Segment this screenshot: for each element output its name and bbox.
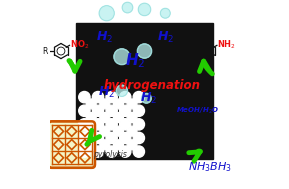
Circle shape	[160, 8, 170, 18]
Circle shape	[92, 105, 104, 116]
Circle shape	[127, 113, 137, 122]
Circle shape	[92, 119, 104, 130]
Text: R: R	[190, 46, 196, 56]
Text: #ee1111: #ee1111	[144, 81, 151, 82]
FancyBboxPatch shape	[49, 121, 95, 168]
Circle shape	[100, 99, 110, 109]
Circle shape	[79, 105, 90, 116]
Circle shape	[92, 91, 104, 103]
Circle shape	[113, 126, 123, 136]
Circle shape	[49, 122, 95, 167]
Circle shape	[79, 146, 90, 157]
Circle shape	[86, 126, 96, 136]
Circle shape	[86, 99, 96, 109]
Text: H$_2$: H$_2$	[96, 30, 113, 45]
Circle shape	[92, 146, 104, 157]
Text: $NH_3BH_3$: $NH_3BH_3$	[188, 160, 232, 174]
Circle shape	[133, 105, 144, 116]
Circle shape	[106, 91, 117, 103]
Circle shape	[133, 132, 144, 144]
Circle shape	[120, 105, 131, 116]
Circle shape	[79, 91, 90, 103]
Circle shape	[100, 140, 110, 150]
Circle shape	[79, 132, 90, 144]
Text: H$_2$: H$_2$	[98, 85, 115, 100]
Circle shape	[86, 140, 96, 150]
Circle shape	[79, 119, 90, 130]
Text: NH$_2$: NH$_2$	[217, 38, 236, 51]
Circle shape	[133, 119, 144, 130]
Circle shape	[99, 6, 114, 21]
Circle shape	[106, 105, 117, 116]
Circle shape	[114, 49, 130, 65]
Circle shape	[138, 3, 151, 16]
Text: H$_2$: H$_2$	[157, 30, 174, 45]
Circle shape	[116, 85, 127, 96]
Text: pyrolysis: pyrolysis	[93, 149, 127, 159]
Circle shape	[127, 140, 137, 150]
FancyBboxPatch shape	[77, 23, 212, 159]
Circle shape	[106, 146, 117, 157]
Circle shape	[113, 113, 123, 122]
Circle shape	[106, 132, 117, 144]
Circle shape	[120, 132, 131, 144]
Circle shape	[120, 146, 131, 157]
Circle shape	[127, 99, 137, 109]
Circle shape	[120, 91, 131, 103]
Circle shape	[127, 126, 137, 136]
Text: MeOH/H$_2$O: MeOH/H$_2$O	[176, 105, 219, 116]
Circle shape	[120, 119, 131, 130]
Circle shape	[137, 44, 152, 58]
Text: R: R	[43, 46, 48, 56]
Circle shape	[142, 93, 151, 103]
Text: NO$_2$: NO$_2$	[70, 38, 89, 51]
Circle shape	[133, 146, 144, 157]
Circle shape	[133, 91, 144, 103]
Circle shape	[113, 140, 123, 150]
Circle shape	[106, 119, 117, 130]
Circle shape	[122, 2, 133, 13]
Text: hydrogenation: hydrogenation	[103, 79, 201, 91]
Circle shape	[86, 113, 96, 122]
Circle shape	[100, 126, 110, 136]
Circle shape	[100, 113, 110, 122]
Text: H$_2$: H$_2$	[125, 51, 145, 70]
Text: H$_2$: H$_2$	[140, 91, 157, 106]
Circle shape	[92, 132, 104, 144]
Circle shape	[113, 99, 123, 109]
